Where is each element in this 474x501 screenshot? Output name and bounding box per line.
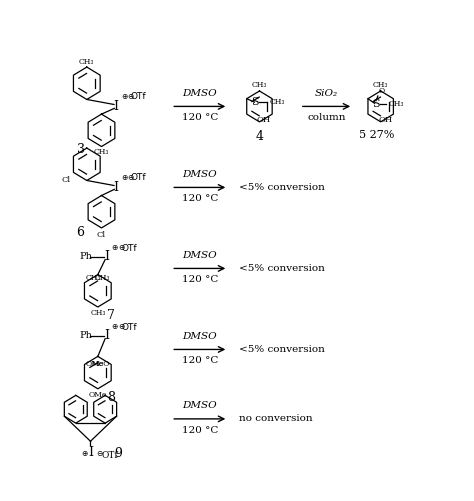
Text: ⊕: ⊕ [121,92,128,101]
Text: DMSO: DMSO [182,89,217,98]
Text: OH: OH [378,116,392,124]
Text: 120 °C: 120 °C [182,426,218,435]
Text: S: S [251,97,259,107]
Text: 120 °C: 120 °C [182,113,218,122]
Text: ⊖: ⊖ [96,449,102,458]
Text: Ph: Ph [80,332,92,341]
Text: SiO₂: SiO₂ [315,89,338,98]
Text: 8: 8 [107,391,115,404]
Text: column: column [307,113,346,122]
Text: 5 27%: 5 27% [359,130,394,140]
Text: OTf: OTf [122,244,137,253]
Text: ⊖: ⊖ [128,173,134,182]
Text: CH₃: CH₃ [389,101,404,109]
Text: DMSO: DMSO [182,332,217,341]
Text: MeO: MeO [91,361,110,369]
Text: OMe: OMe [89,391,107,399]
Text: Ph: Ph [80,253,92,262]
Text: 7: 7 [107,309,115,322]
Text: 9: 9 [114,447,122,460]
Text: ⊕: ⊕ [112,322,118,331]
Text: 120 °C: 120 °C [182,276,218,285]
Text: ⊕: ⊕ [121,173,128,182]
Text: DMSO: DMSO [182,401,217,410]
Text: OTf: OTf [131,92,146,101]
Text: CH₃: CH₃ [373,82,388,90]
Text: I: I [114,100,118,113]
Text: 3: 3 [77,143,84,156]
Text: no conversion: no conversion [239,414,313,423]
Text: CH₃: CH₃ [79,58,94,66]
Text: ⊖: ⊖ [128,92,134,101]
Text: 6: 6 [77,226,84,239]
Text: 4: 4 [255,130,264,143]
Text: I: I [88,445,93,458]
Text: ⊕: ⊕ [82,449,88,458]
Text: <5% conversion: <5% conversion [239,345,325,354]
Text: 120 °C: 120 °C [182,194,218,203]
Text: DMSO: DMSO [182,170,217,179]
Text: 120 °C: 120 °C [182,356,218,365]
Text: Cl: Cl [62,176,71,184]
Text: OMe: OMe [86,361,104,369]
Text: ⊖: ⊖ [118,322,125,331]
Text: OTf: OTf [131,173,146,182]
Text: I: I [104,250,109,264]
Text: Cl: Cl [97,230,106,238]
Text: OH: OH [257,116,271,124]
Text: I: I [114,181,118,194]
Text: I: I [104,330,109,343]
Text: CH₃: CH₃ [270,98,285,106]
Text: CH₃: CH₃ [252,82,267,90]
Text: CH₃: CH₃ [94,148,109,156]
Text: CH₃: CH₃ [86,274,101,282]
Text: CH₃: CH₃ [95,274,110,282]
Text: OTf: OTf [122,323,137,332]
Text: ⊖: ⊖ [118,243,125,252]
Text: O: O [379,87,385,95]
Text: <5% conversion: <5% conversion [239,264,325,273]
Text: DMSO: DMSO [182,251,217,260]
Text: OTf: OTf [101,450,118,459]
Text: ⊕: ⊕ [112,243,118,252]
Text: CH₃: CH₃ [90,309,106,317]
Text: <5% conversion: <5% conversion [239,183,325,192]
Text: S: S [372,100,380,110]
